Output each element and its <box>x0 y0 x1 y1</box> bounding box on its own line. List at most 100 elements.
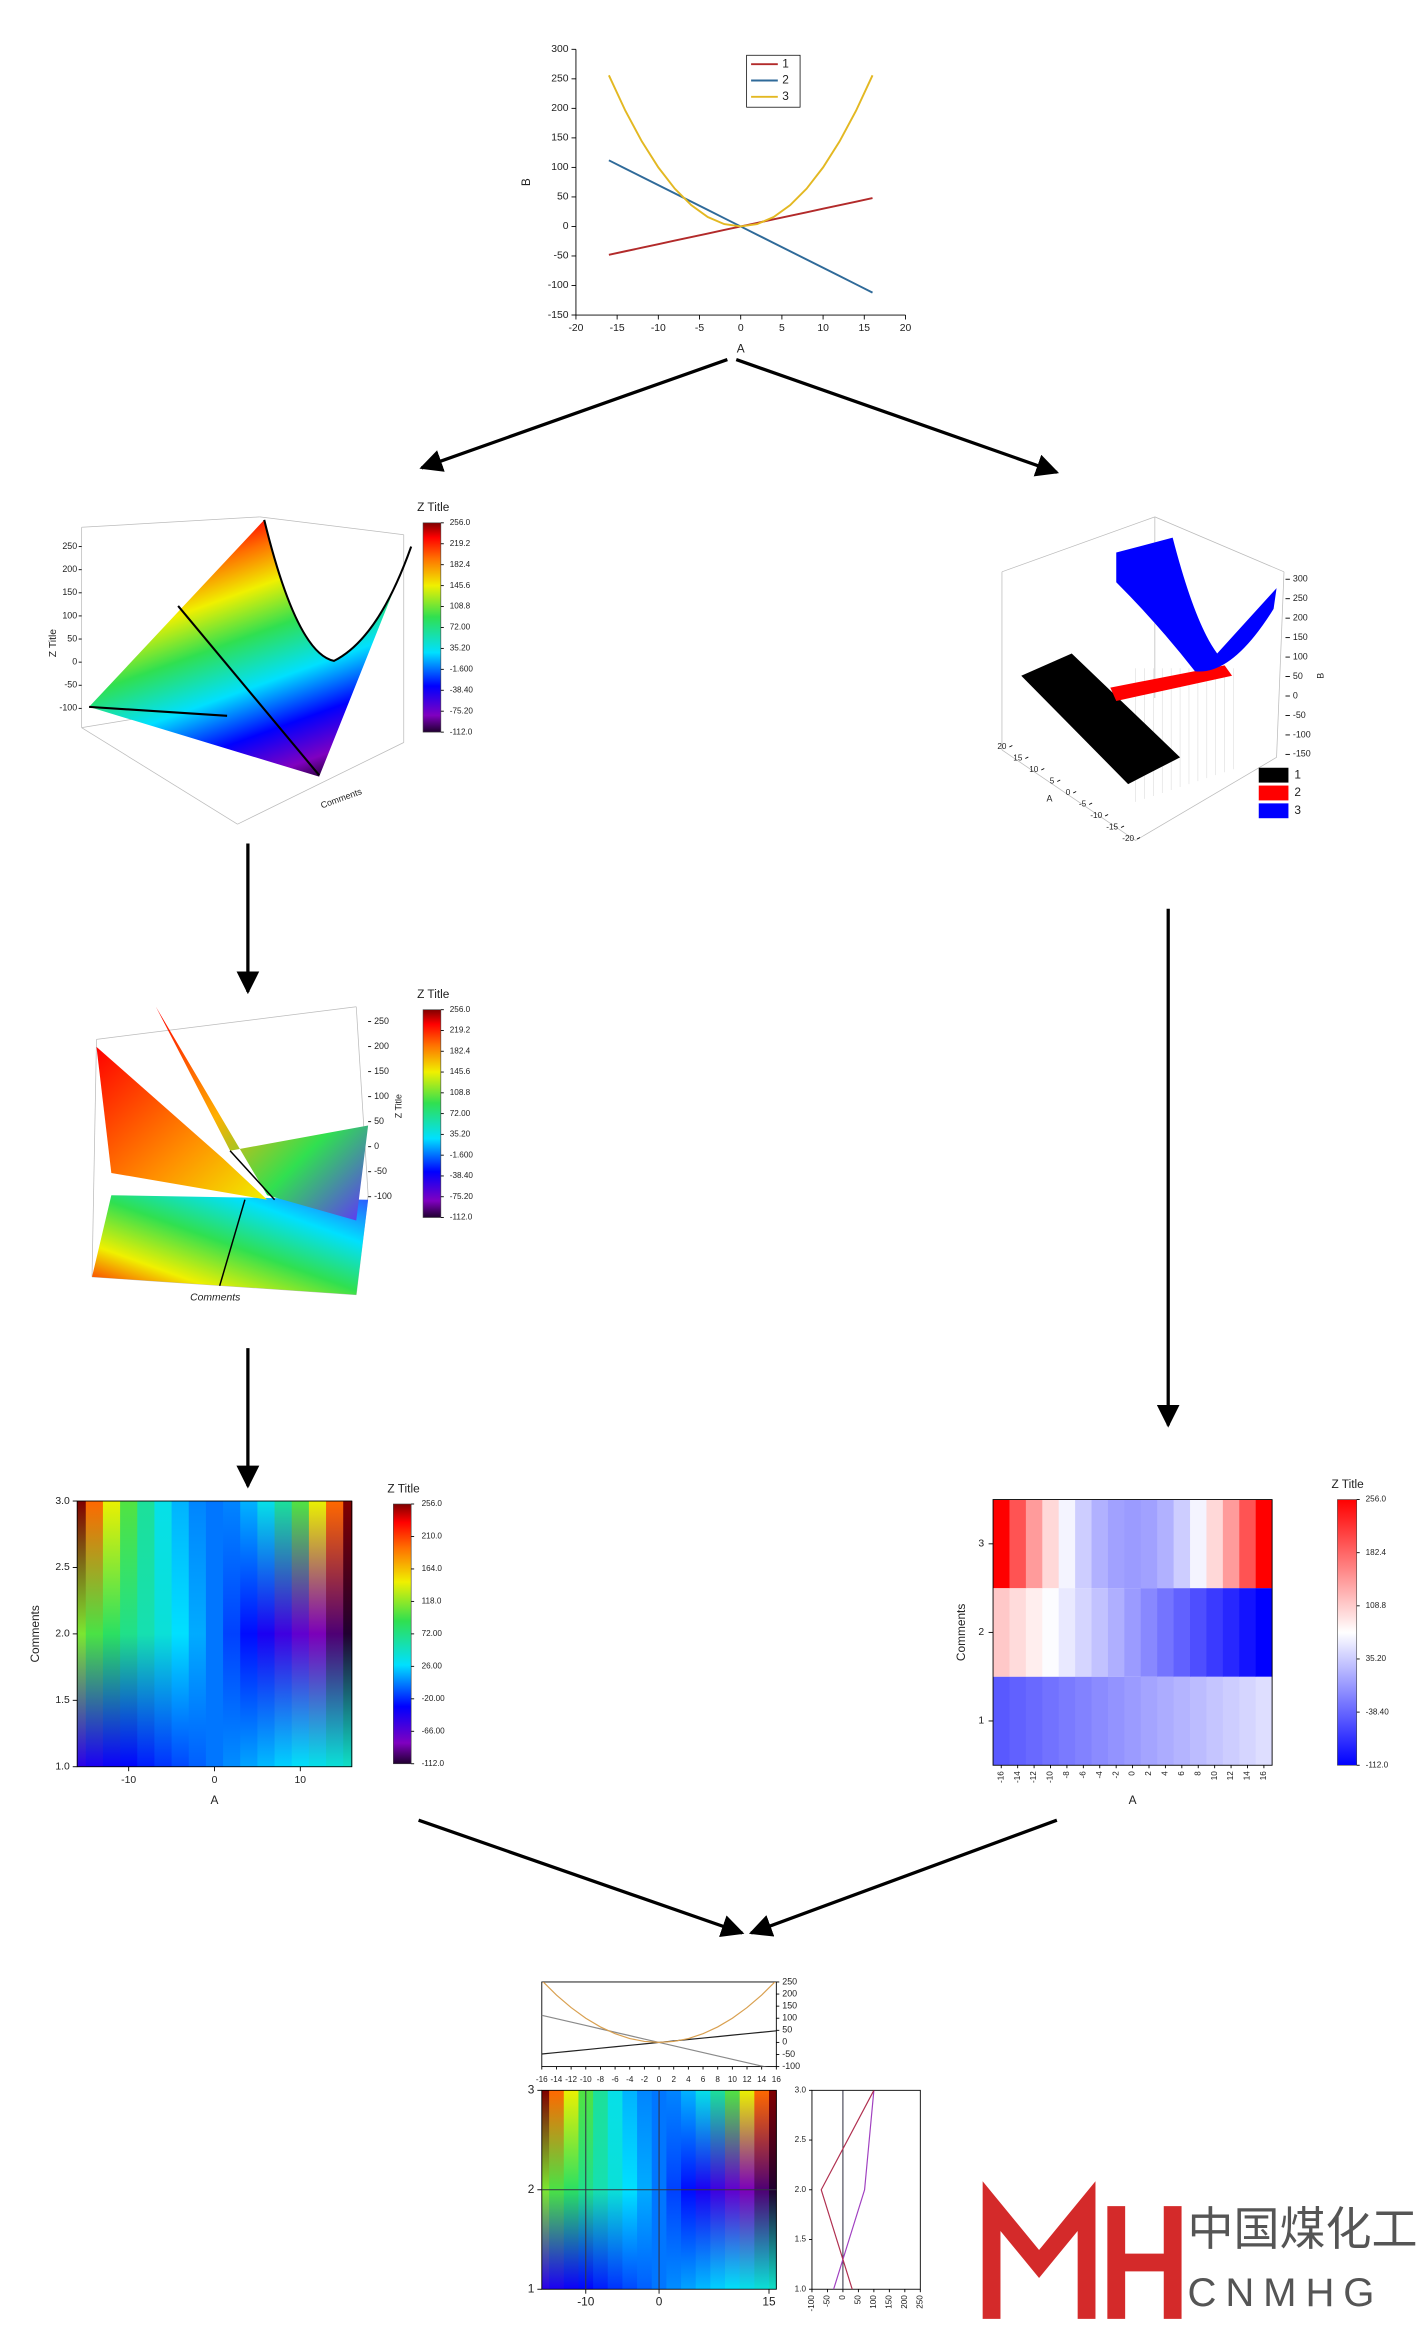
x-tick-label: -6 <box>611 2075 619 2084</box>
x-tick-label: -2 <box>1111 1771 1120 1779</box>
x-tick-label: 150 <box>885 2295 894 2309</box>
legend-label: 3 <box>1294 803 1301 817</box>
z-tick-label: 200 <box>62 564 77 574</box>
heatmap-cell <box>1058 1676 1076 1766</box>
x-tick-label: -16 <box>536 2075 548 2084</box>
y-tick-label: 1.0 <box>795 2284 807 2293</box>
y-tick-label: 0 <box>782 2037 787 2047</box>
z-tick-label: 250 <box>374 1016 389 1026</box>
x-tick-label: 250 <box>915 2295 924 2309</box>
heatmap-cell <box>1025 1588 1043 1677</box>
colorbar-tick-label: 219.2 <box>450 539 471 548</box>
y-tick-label: -50 <box>782 2049 795 2059</box>
colorbar-tick-label: 26.00 <box>422 1662 443 1671</box>
y-axis-label: Comments <box>954 1604 968 1661</box>
y-tick-label: 250 <box>551 74 569 85</box>
y-tick-label: 150 <box>1293 632 1308 642</box>
contour-column <box>343 1501 353 1767</box>
heatmap-cell <box>1190 1499 1207 1589</box>
heatmap-cell <box>1075 1676 1092 1766</box>
contour-column <box>188 1501 207 1767</box>
legend-swatch <box>1258 767 1289 783</box>
arrow <box>748 1818 1058 1937</box>
x-tick-label: -10 <box>121 1775 136 1786</box>
profile-line <box>833 2090 875 2290</box>
surface-edge <box>88 705 228 717</box>
heatmap-cell <box>1091 1499 1109 1589</box>
colorbar-title: Z Title <box>387 1481 420 1495</box>
box-edge <box>1135 757 1277 841</box>
x-tick-label: 15 <box>1013 754 1023 763</box>
heatmap-cell <box>993 1499 1010 1589</box>
surface-strip <box>1110 665 1233 701</box>
x-tick-label: -10 <box>577 2295 595 2309</box>
y-tick-label: 200 <box>1293 613 1308 623</box>
colorbar <box>422 522 442 733</box>
y-axis-label: B <box>1315 673 1325 679</box>
x-tick-label: -100 <box>807 2295 816 2312</box>
y-tick-label: 100 <box>551 162 569 173</box>
plot-frame <box>811 2089 921 2290</box>
colorbar-tick-label: -38.40 <box>450 685 474 694</box>
x-tick-label: 14 <box>1243 1771 1252 1781</box>
x-tick <box>1025 756 1029 759</box>
colorbar <box>393 1503 412 1765</box>
y-tick-label: 100 <box>1293 651 1308 661</box>
x-axis-label: Comments <box>190 1292 240 1303</box>
x-axis-label: A <box>737 341 745 355</box>
x-tick-label: -14 <box>551 2075 563 2084</box>
box-edge <box>96 1006 357 1040</box>
surface <box>89 519 412 777</box>
contour-column <box>274 1501 293 1767</box>
heatmap-cell <box>1009 1588 1027 1677</box>
y-tick-label: 50 <box>1293 671 1303 681</box>
z-axis-label: Z Title <box>48 629 59 657</box>
y-tick-label: 1 <box>978 1716 984 1727</box>
box-edge <box>91 1039 97 1277</box>
y-tick-label: 150 <box>551 133 569 144</box>
x-tick-label: 2 <box>1144 1771 1153 1776</box>
heatmap-cell <box>1107 1676 1125 1766</box>
x-tick-label: -10 <box>1090 811 1102 820</box>
contour-column <box>308 1501 327 1767</box>
logo-shape <box>1107 2206 1182 2319</box>
y-tick-label: 0 <box>563 221 569 232</box>
heatmap-cell <box>1157 1499 1175 1589</box>
colorbar-tick-label: 182.4 <box>450 560 471 569</box>
arrow <box>419 358 728 472</box>
z-tick-label: -100 <box>59 703 77 713</box>
y-axis-label: B <box>519 178 533 186</box>
x-axis-label: A <box>211 1793 219 1807</box>
contour-column <box>291 1501 310 1767</box>
x-tick-label: 4 <box>1161 1771 1170 1776</box>
x-axis-label: Comments <box>319 786 363 810</box>
heatmap-cell <box>993 1676 1010 1766</box>
surface-strip <box>1116 537 1277 672</box>
contour-column <box>326 1501 344 1767</box>
x-tick-label: 8 <box>715 2075 720 2084</box>
x-tick-label: -16 <box>996 1771 1005 1783</box>
logo: 中国煤化工 CNMHG <box>982 2181 1418 2319</box>
y-tick-label: 200 <box>782 1988 797 1998</box>
contour-column <box>154 1501 173 1767</box>
colorbar-title: Z Title <box>417 987 450 1001</box>
z-tick-label: -50 <box>64 680 77 690</box>
x-tick-label: 20 <box>997 742 1007 751</box>
heatmap-cell <box>1190 1588 1207 1677</box>
box-edge <box>1276 571 1285 758</box>
colorbar-tick-label: 256.0 <box>450 518 471 527</box>
arrow <box>735 358 1060 477</box>
series-line <box>608 74 874 228</box>
x-tick-label: -10 <box>1046 1771 1055 1783</box>
y-tick-label: 0 <box>1293 690 1298 700</box>
contour-column <box>171 1501 190 1767</box>
legend-swatch <box>1258 803 1289 819</box>
logo-en: CNMHG <box>1188 2271 1384 2315</box>
legend-label: 2 <box>782 73 789 87</box>
x-tick-label: 6 <box>701 2075 706 2084</box>
x-tick-label: 8 <box>1193 1771 1202 1776</box>
x-tick-label: -2 <box>641 2075 649 2084</box>
heatmap-cell <box>1058 1499 1076 1589</box>
heatmap-cell <box>1239 1588 1257 1677</box>
y-tick-label: 2.0 <box>55 1629 70 1640</box>
